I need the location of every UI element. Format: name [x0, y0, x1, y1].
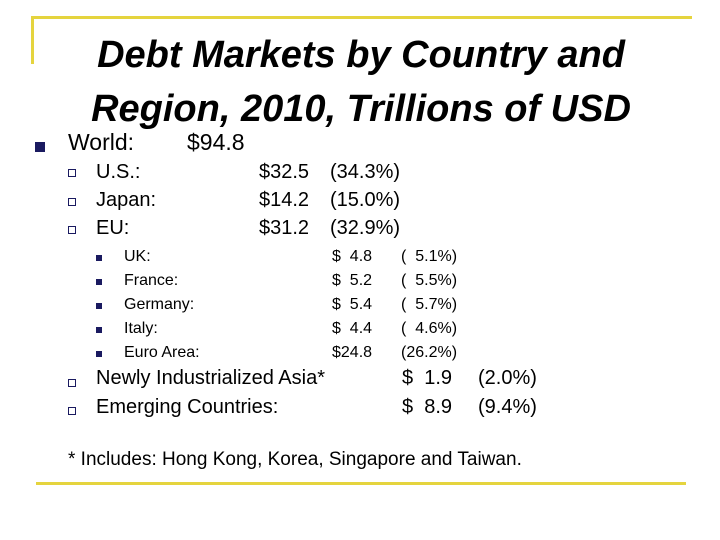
frame-left-line — [31, 16, 34, 64]
region-label: EU: — [96, 217, 130, 239]
region-share: (32.9%) — [330, 217, 401, 239]
other-region-share: (2.0%) — [478, 367, 537, 389]
world-label: World: — [68, 129, 135, 155]
other-region-share: (9.4%) — [478, 396, 537, 418]
eu-country-label: Germany: — [124, 296, 195, 313]
other-region-label: Emerging Countries: — [96, 396, 279, 418]
small-square-bullet-icon — [96, 351, 102, 357]
eu-country-share: ( 5.7%) — [401, 296, 458, 313]
region-value: $32.5 — [259, 161, 310, 183]
world-value: $94.8 — [187, 129, 245, 155]
eu-country-value: $24.8 — [332, 344, 373, 361]
eu-country-value: $ 4.8 — [332, 248, 373, 265]
hollow-square-bullet-icon — [68, 169, 76, 177]
region-label: Japan: — [96, 189, 157, 211]
hollow-square-bullet-icon — [68, 198, 76, 206]
hollow-square-bullet-icon — [68, 226, 76, 234]
eu-country-value: $ 5.4 — [332, 296, 373, 313]
eu-country-label: Euro Area: — [124, 344, 200, 361]
eu-country-value: $ 4.4 — [332, 320, 373, 337]
small-square-bullet-icon — [96, 279, 102, 285]
small-square-bullet-icon — [96, 303, 102, 309]
region-value: $14.2 — [259, 189, 310, 211]
square-bullet-icon — [35, 142, 45, 152]
frame-top-line — [31, 16, 692, 19]
eu-country-share: (26.2%) — [401, 344, 458, 361]
eu-country-label: UK: — [124, 248, 151, 265]
eu-country-label: France: — [124, 272, 179, 289]
other-region-value: $ 8.9 — [402, 396, 453, 418]
eu-country-share: ( 5.1%) — [401, 248, 458, 265]
hollow-square-bullet-icon — [68, 407, 76, 415]
region-value: $31.2 — [259, 217, 310, 239]
region-share: (15.0%) — [330, 189, 401, 211]
eu-country-label: Italy: — [124, 320, 158, 337]
slide-title: Debt Markets by Country and Region, 2010… — [91, 34, 631, 130]
small-square-bullet-icon — [96, 255, 102, 261]
other-region-label: Newly Industrialized Asia* — [96, 367, 325, 389]
eu-country-share: ( 5.5%) — [401, 272, 458, 289]
eu-country-share: ( 4.6%) — [401, 320, 458, 337]
footnote: * Includes: Hong Kong, Korea, Singapore … — [68, 449, 522, 470]
small-square-bullet-icon — [96, 327, 102, 333]
region-label: U.S.: — [96, 161, 141, 183]
hollow-square-bullet-icon — [68, 379, 76, 387]
region-share: (34.3%) — [330, 161, 401, 183]
eu-country-value: $ 5.2 — [332, 272, 373, 289]
frame-bottom-line — [36, 482, 686, 485]
other-region-value: $ 1.9 — [402, 367, 453, 389]
